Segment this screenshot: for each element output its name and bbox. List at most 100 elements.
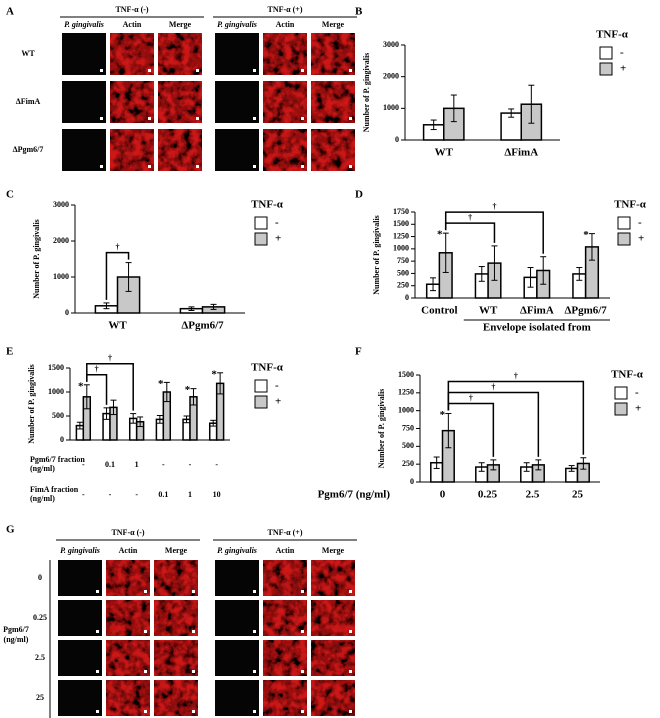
legend-swatch xyxy=(254,379,268,393)
scale-bar xyxy=(148,117,151,120)
scale-bar xyxy=(349,69,352,72)
micrograph xyxy=(311,560,355,596)
scale-bar xyxy=(96,670,99,673)
column-header: Merge xyxy=(165,546,188,555)
y-tick-label: 2000 xyxy=(53,236,69,245)
micrograph xyxy=(263,600,307,636)
micrograph xyxy=(311,680,355,716)
micrograph xyxy=(62,129,106,171)
group-label: Envelope isolated from xyxy=(483,322,591,334)
column-header: P. gingivalis xyxy=(217,20,257,29)
micrograph xyxy=(215,680,259,716)
significance-bracket xyxy=(86,363,134,411)
y-tick-label: 1250 xyxy=(398,388,414,397)
condition-value: - xyxy=(162,460,165,469)
scale-bar xyxy=(192,710,195,713)
scale-bar xyxy=(301,630,304,633)
scale-bar xyxy=(349,590,352,593)
significance-marker: * xyxy=(440,409,446,421)
row-title: Pgm6/7 xyxy=(3,625,29,634)
panel-letter: A xyxy=(6,6,14,18)
y-tick-label: 0 xyxy=(410,477,414,486)
scale-bar xyxy=(301,69,304,72)
micrograph xyxy=(62,33,106,75)
significance-bracket xyxy=(86,374,108,405)
panel-letter: D xyxy=(355,189,363,201)
y-tick-label: 750 xyxy=(397,256,409,265)
legend-swatch xyxy=(254,395,268,409)
x-tick-label: ΔPgm6/7 xyxy=(181,320,224,332)
micrograph xyxy=(158,33,202,75)
row-label: WT xyxy=(21,49,35,58)
scale-bar xyxy=(100,117,103,120)
row-title: (ng/ml) xyxy=(4,635,29,644)
significance-marker: * xyxy=(211,368,217,380)
y-tick-label: 2000 xyxy=(383,71,399,80)
micrograph xyxy=(215,81,259,123)
significance-marker: * xyxy=(185,384,191,396)
significance-marker: * xyxy=(437,229,443,241)
bracket-label: † xyxy=(469,393,473,402)
y-tick-label: 3000 xyxy=(383,40,399,49)
micrograph xyxy=(106,560,150,596)
legend-swatch xyxy=(254,216,268,230)
micrograph xyxy=(263,81,307,123)
y-tick-label: 3000 xyxy=(53,200,69,209)
y-tick-label: 750 xyxy=(402,423,414,432)
bracket-label: † xyxy=(468,213,472,222)
group-title: TNF-α (+) xyxy=(267,528,302,537)
condition-value: 1 xyxy=(188,490,192,499)
legend-label: - xyxy=(275,380,279,392)
significance-bracket xyxy=(105,251,130,300)
scale-bar xyxy=(301,710,304,713)
micrograph xyxy=(106,680,150,716)
micrograph xyxy=(263,560,307,596)
significance-bracket xyxy=(447,391,540,457)
y-tick-label: 1000 xyxy=(393,244,409,253)
x-axis-label: Pgm6/7 (ng/ml) xyxy=(318,489,391,501)
scale-bar xyxy=(144,590,147,593)
condition-value: - xyxy=(82,490,85,499)
micrograph xyxy=(263,680,307,716)
condition-value: - xyxy=(135,490,138,499)
row-label: 0.25 xyxy=(33,613,47,622)
scale-bar xyxy=(196,165,199,168)
panel-letter: C xyxy=(6,189,14,201)
micrograph xyxy=(215,33,259,75)
y-tick-label: 0 xyxy=(65,308,69,317)
legend-label: + xyxy=(275,233,281,245)
scale-bar xyxy=(301,165,304,168)
column-header: Actin xyxy=(276,20,295,29)
scale-bar xyxy=(349,710,352,713)
scale-bar xyxy=(148,165,151,168)
x-tick-label: Control xyxy=(421,305,457,317)
y-axis-label: Number of P. gingivalis xyxy=(32,219,41,299)
column-header: P. gingivalis xyxy=(64,20,104,29)
scale-bar xyxy=(301,117,304,120)
condition-value: - xyxy=(189,460,192,469)
scale-bar xyxy=(349,165,352,168)
y-tick-label: 1000 xyxy=(398,405,414,414)
micrograph xyxy=(58,680,102,716)
y-tick-label: 1500 xyxy=(48,363,64,372)
scale-bar xyxy=(100,69,103,72)
scale-bar xyxy=(144,630,147,633)
scale-bar xyxy=(349,630,352,633)
scale-bar xyxy=(253,69,256,72)
y-tick-label: 1750 xyxy=(393,207,409,216)
y-axis-label: Number of P. gingivalis xyxy=(27,364,36,444)
scale-bar xyxy=(301,670,304,673)
bracket-label: † xyxy=(95,365,99,374)
x-tick-label: WT xyxy=(108,320,127,332)
column-header: Merge xyxy=(322,20,345,29)
bracket-label: † xyxy=(108,354,112,363)
micrograph xyxy=(158,129,202,171)
panel-letter: G xyxy=(6,524,15,536)
y-tick-label: 1000 xyxy=(383,103,399,112)
legend-title: TNF-α xyxy=(614,199,647,211)
x-tick-label: 0.25 xyxy=(478,489,498,501)
legend-swatch xyxy=(617,232,631,246)
legend-title: TNF-α xyxy=(596,29,629,41)
scale-bar xyxy=(253,630,256,633)
y-tick-label: 250 xyxy=(402,459,414,468)
